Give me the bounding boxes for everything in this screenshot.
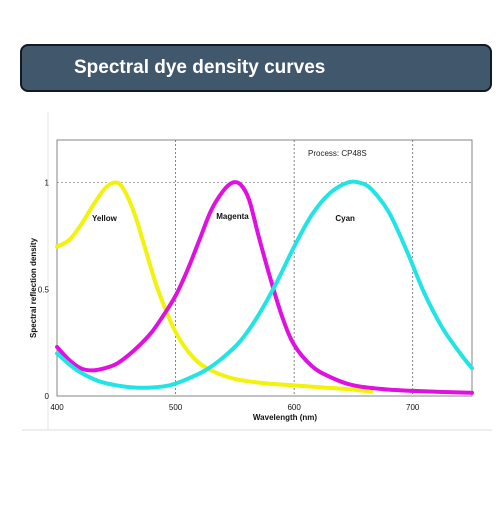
title-banner: Spectral dye density curves: [20, 44, 492, 92]
series-label-magenta: Magenta: [216, 212, 249, 221]
x-tick-label: 600: [287, 403, 301, 412]
series-line-yellow: [55, 180, 374, 394]
x-tick-label: 500: [169, 403, 183, 412]
page-title: Spectral dye density curves: [74, 57, 326, 78]
series-label-yellow: Yellow: [92, 214, 118, 223]
y-axis-label: Spectral reflection density: [29, 237, 38, 338]
x-tick-label: 700: [406, 403, 420, 412]
y-tick-label: 0: [45, 392, 50, 401]
y-tick-label: 1: [45, 179, 50, 188]
process-annotation: Process: CP48S: [308, 149, 367, 158]
plot-frame: [56, 139, 473, 397]
x-tick-label: 400: [50, 403, 64, 412]
series-line-cyan: [55, 179, 474, 390]
y-tick-label: 0.5: [38, 285, 50, 294]
x-axis-label: Wavelength (nm): [253, 413, 317, 422]
series-label-cyan: Cyan: [335, 214, 355, 223]
series-line-magenta: [55, 180, 474, 395]
